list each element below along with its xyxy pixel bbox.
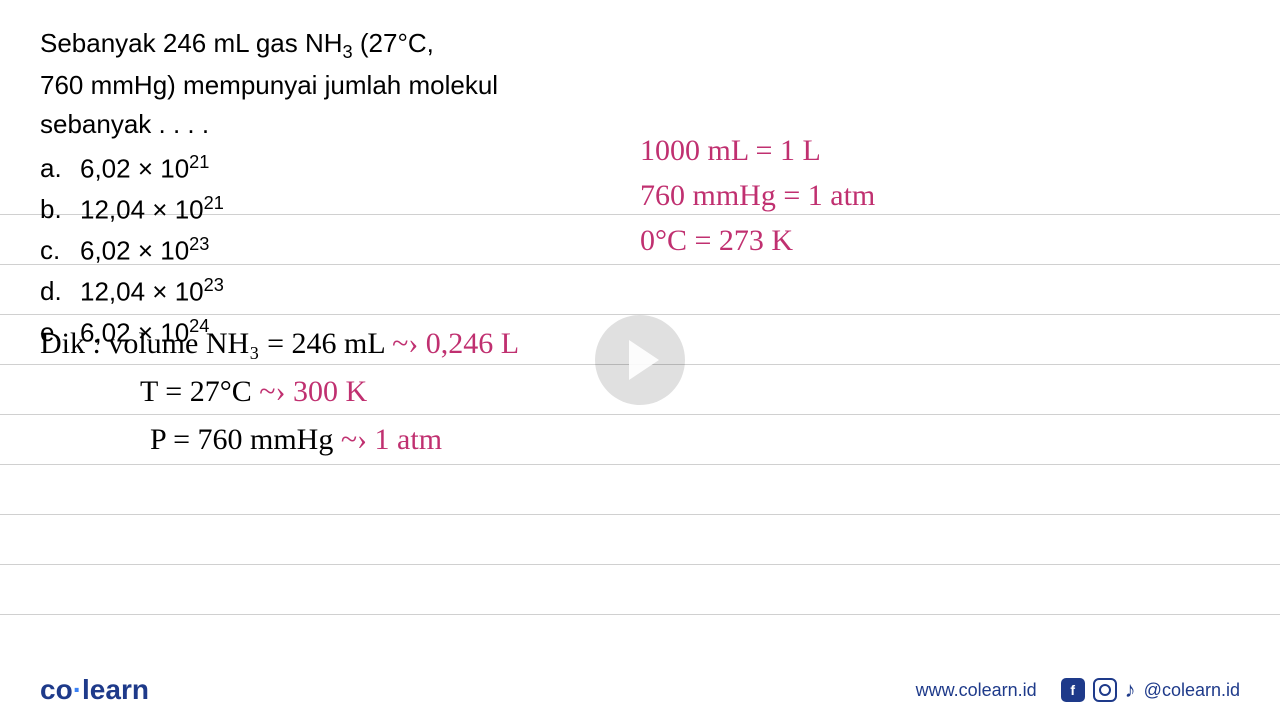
option-exponent: 21 [189,152,209,172]
logo-co: co [40,674,73,705]
question-subscript: 3 [343,42,353,62]
website-url: www.colearn.id [916,680,1037,701]
conversion-mmhg-atm: 760 mmHg = 1 atm [640,173,875,218]
option-value: 6,02 × 10 [80,154,189,184]
question-line-1-post: (27°C, [353,28,434,58]
work-pressure-black: P = 760 mmHg [150,423,341,456]
conversion-notes: 1000 mL = 1 L 760 mmHg = 1 atm 0°C = 273… [640,128,875,263]
social-icons: f ♪ @colearn.id [1061,677,1240,703]
instagram-icon[interactable] [1093,678,1117,702]
question-line-1-pre: Sebanyak 246 mL gas NH [40,28,343,58]
option-exponent: 21 [204,193,224,213]
question-line-2: 760 mmHg) mempunyai jumlah molekul [40,66,1240,105]
option-value: 12,04 × 10 [80,195,204,225]
option-value: 6,02 × 10 [80,236,189,266]
question-text: Sebanyak 246 mL gas NH3 (27°C, 760 mmHg)… [40,24,1240,144]
option-letter: a. [40,148,80,189]
option-letter: b. [40,189,80,230]
work-temp-pink: ~› 300 K [259,375,367,408]
social-handle: @colearn.id [1144,680,1240,701]
conversion-c-k: 0°C = 273 K [640,218,875,263]
facebook-icon[interactable]: f [1061,678,1085,702]
option-exponent: 23 [189,234,209,254]
conversion-ml-l: 1000 mL = 1 L [640,128,875,173]
work-volume-pink: ~› 0,246 L [392,327,519,360]
option-letter: c. [40,230,80,271]
option-letter: d. [40,271,80,312]
work-temp-black: T = 27°C [140,375,259,408]
logo-dot: · [73,674,82,705]
handwritten-work: Dik : volume NH₃ = 246 mL ~› 0,246 L T =… [40,320,519,464]
option-exponent: 23 [204,275,224,295]
logo-learn: learn [82,674,149,705]
option-value: 12,04 × 10 [80,277,204,307]
work-pressure-pink: ~› 1 atm [341,423,442,456]
tiktok-icon[interactable]: ♪ [1125,677,1136,703]
work-volume-black: Dik : volume NH₃ = 246 mL [40,327,392,360]
option-d: d. 12,04 × 1023 [40,271,1240,312]
play-icon [629,340,659,380]
footer: co·learn www.colearn.id f ♪ @colearn.id [0,660,1280,720]
logo: co·learn [40,674,149,706]
footer-right: www.colearn.id f ♪ @colearn.id [916,677,1240,703]
play-button[interactable] [595,315,685,405]
